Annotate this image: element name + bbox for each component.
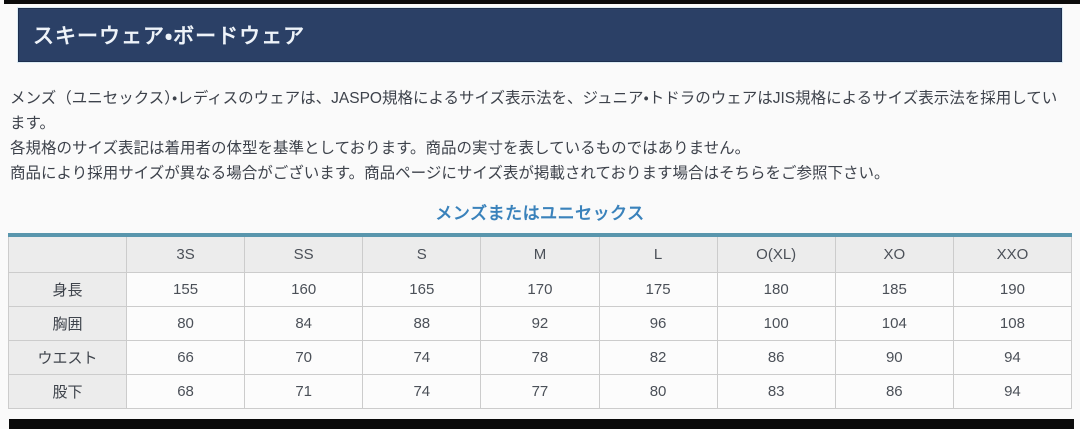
row-label-height: 身長 — [8, 271, 127, 307]
table-cell: 83 — [716, 373, 836, 409]
bottom-letterbox-bar — [9, 419, 1074, 429]
table-cell: 165 — [362, 271, 482, 307]
table-cell: 84 — [244, 305, 364, 341]
table-cell: 71 — [244, 373, 364, 409]
intro-paragraph-1: メンズ（ユニセックス）・レディスのウェアは、JASPO規格によるサイズ表示法を、… — [10, 90, 1058, 132]
header-cell-ss: SS — [244, 234, 364, 273]
table-cell: 155 — [125, 271, 246, 307]
table-cell: 74 — [362, 373, 482, 409]
header-cell-xo: XO — [834, 234, 954, 273]
intro-text: メンズ（ユニセックス）・レディスのウェアは、JASPO規格によるサイズ表示法を、… — [10, 86, 1072, 186]
row-label-waist: ウエスト — [8, 339, 127, 375]
table-cell: 94 — [952, 373, 1073, 409]
top-letterbox-bar — [4, 0, 1080, 4]
header-cell-oxl: O(XL) — [716, 234, 836, 273]
row-label-inseam: 股下 — [8, 373, 127, 409]
table-cell: 104 — [834, 305, 954, 341]
table-cell: 185 — [834, 271, 954, 307]
table-cell: 70 — [244, 339, 364, 375]
table-cell: 92 — [480, 305, 600, 341]
table-cell: 80 — [125, 305, 246, 341]
table-cell: 88 — [362, 305, 482, 341]
section-heading: メンズまたはユニセックス — [435, 204, 645, 223]
table-cell: 80 — [598, 373, 718, 409]
header-cell-xxo: XXO — [952, 234, 1073, 273]
table-header-row: 3S SS S M L O(XL) XO XXO — [8, 234, 1073, 273]
header-cell-s: S — [362, 234, 482, 273]
table-cell: 94 — [952, 339, 1073, 375]
table-cell: 180 — [716, 271, 836, 307]
table-cell: 86 — [716, 339, 836, 375]
table-cell: 78 — [480, 339, 600, 375]
table-cell: 170 — [480, 271, 600, 307]
table-cell: 108 — [952, 305, 1073, 341]
table-row-waist: ウエスト 66 70 74 78 82 86 90 94 — [8, 339, 1073, 375]
header-cell-3s: 3S — [125, 234, 246, 273]
table-row-chest: 胸囲 80 84 88 92 96 100 104 108 — [8, 305, 1073, 341]
header-cell-m: M — [480, 234, 600, 273]
table-cell: 90 — [834, 339, 954, 375]
table-row-height: 身長 155 160 165 170 175 180 185 190 — [8, 271, 1073, 307]
intro-paragraph-2: 各規格のサイズ表記は着用者の体型を基準としております。商品の実寸を表しているもの… — [10, 140, 751, 157]
table-cell: 66 — [125, 339, 246, 375]
table-cell: 190 — [952, 271, 1073, 307]
table-cell: 74 — [362, 339, 482, 375]
row-label-chest: 胸囲 — [8, 305, 127, 341]
table-cell: 160 — [244, 271, 364, 307]
table-cell: 175 — [598, 271, 718, 307]
table-cell: 68 — [125, 373, 246, 409]
intro-paragraph-3: 商品により採用サイズが異なる場合がございます。商品ページにサイズ表が掲載されてお… — [10, 165, 890, 182]
table-cell: 77 — [480, 373, 600, 409]
size-chart-table: 3S SS S M L O(XL) XO XXO 身長 155 160 165 … — [8, 233, 1073, 409]
table-cell: 100 — [716, 305, 836, 341]
table-cell: 96 — [598, 305, 718, 341]
header-cell-blank — [8, 234, 127, 273]
header-cell-l: L — [598, 234, 718, 273]
table-row-inseam: 股下 68 71 74 77 80 83 86 94 — [8, 373, 1073, 409]
page-title-bar: スキーウェア・ボードウェア — [18, 8, 1062, 62]
table-cell: 86 — [834, 373, 954, 409]
table-cell: 82 — [598, 339, 718, 375]
page-title: スキーウェア・ボードウェア — [33, 25, 306, 48]
